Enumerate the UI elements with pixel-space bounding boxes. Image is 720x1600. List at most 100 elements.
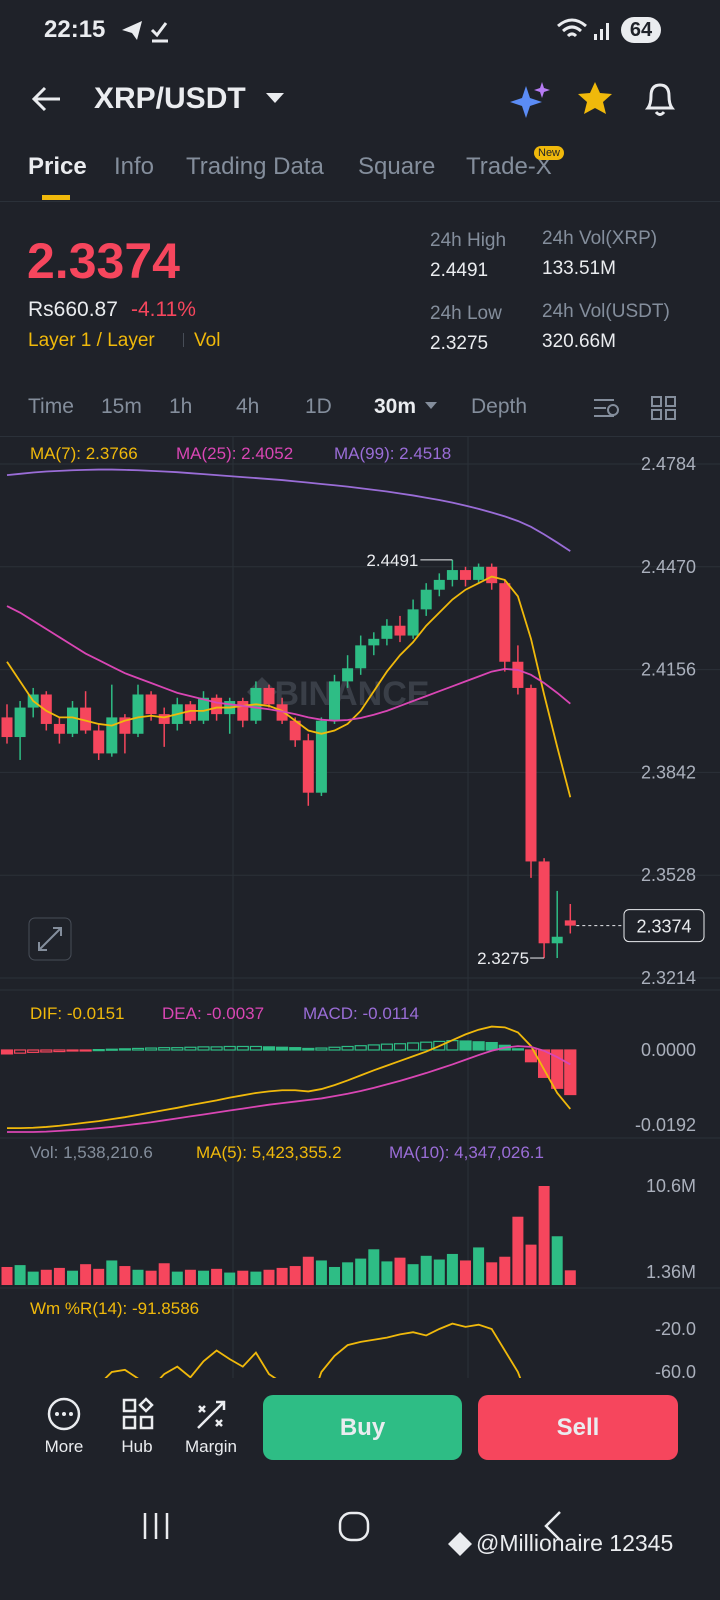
vol-label: Vol: 1,538,210.6 xyxy=(30,1143,153,1162)
candle-body xyxy=(302,740,314,793)
candle-body xyxy=(106,717,118,754)
alert-bell[interactable] xyxy=(642,80,678,118)
candle-body xyxy=(486,566,498,584)
macd-bar xyxy=(485,1041,498,1051)
tab[interactable]: Trading Data xyxy=(186,153,324,180)
macd-bar xyxy=(118,1048,132,1051)
volume-bar xyxy=(67,1270,78,1285)
y-tick-label: 10.6M xyxy=(646,1176,696,1196)
expand-button[interactable] xyxy=(28,917,72,961)
last-price: 2.3374 xyxy=(27,233,180,289)
ma-label: MA(25): 2.4052 xyxy=(176,444,293,463)
candle-body xyxy=(263,687,275,705)
interval[interactable]: 15m xyxy=(101,395,142,418)
candle-body xyxy=(355,645,367,669)
y-tick-label: -0.0192 xyxy=(635,1115,696,1135)
macd-bar xyxy=(407,1042,420,1051)
stat-value: 2.4491 xyxy=(430,260,489,281)
interval[interactable]: 1h xyxy=(169,395,193,418)
stat-value: 133.51M xyxy=(542,258,616,279)
candle-body xyxy=(53,723,65,734)
volume-bar xyxy=(27,1271,39,1285)
volume-bar xyxy=(184,1269,196,1285)
candle-body xyxy=(525,687,537,862)
volume-bar xyxy=(329,1266,340,1285)
candle-body xyxy=(211,697,223,715)
macd-bar xyxy=(354,1045,367,1051)
stat-label: 24h High xyxy=(430,230,507,251)
back-button[interactable] xyxy=(30,84,64,114)
y-tick-label: 0.0000 xyxy=(641,1040,696,1060)
tab[interactable]: Square xyxy=(358,153,436,180)
candle-body xyxy=(67,707,78,734)
macd-bar xyxy=(289,1047,302,1051)
signal-icons xyxy=(557,18,609,40)
candle-body xyxy=(342,668,354,682)
tool-label[interactable]: Margin xyxy=(185,1437,237,1456)
tab-active[interactable]: Price xyxy=(28,153,87,180)
buy-button[interactable]: Buy xyxy=(263,1395,462,1460)
candle-body xyxy=(538,861,550,944)
sell-button[interactable]: Sell xyxy=(478,1395,678,1460)
macd-bar xyxy=(145,1047,158,1051)
volume-bar xyxy=(538,1186,550,1285)
macd-bar xyxy=(79,1049,92,1052)
tool-label[interactable]: More xyxy=(44,1437,84,1456)
pair-title[interactable]: XRP/USDT xyxy=(94,82,246,115)
panel: -20.0 xyxy=(655,1319,696,1339)
macd-bar xyxy=(223,1045,236,1051)
nav-bar[interactable] xyxy=(140,1508,570,1544)
chart-settings-icons[interactable] xyxy=(592,394,682,422)
candle-body xyxy=(315,720,327,793)
ai-icon[interactable] xyxy=(510,80,552,120)
volume-bar xyxy=(132,1269,144,1285)
y-tick-label: 2.4784 xyxy=(641,454,696,474)
candle-body xyxy=(446,570,458,580)
status-icons xyxy=(122,21,168,43)
interval[interactable]: 4h xyxy=(236,395,260,418)
price-change: -4.11% xyxy=(131,298,196,321)
interval-active[interactable]: 30m xyxy=(374,395,417,418)
high-marker: 2.4491 xyxy=(366,551,418,570)
macd-bar xyxy=(249,1045,262,1051)
pair-dropdown[interactable] xyxy=(264,90,286,106)
last-price-box xyxy=(623,909,705,943)
new-badge: New xyxy=(534,146,565,160)
interval[interactable]: Depth xyxy=(471,395,528,418)
favorite-star[interactable] xyxy=(576,80,614,116)
vol-label: MA(5): 5,423,355.2 xyxy=(196,1143,342,1162)
candle-body xyxy=(394,625,406,636)
panel xyxy=(0,1025,577,1133)
candle-body xyxy=(289,720,301,741)
tag[interactable]: Layer 1 / Layer xyxy=(28,330,155,351)
volume-bar xyxy=(381,1261,393,1285)
interval-dropdown[interactable] xyxy=(424,401,438,411)
volume-bar xyxy=(525,1244,537,1285)
tag[interactable]: Vol xyxy=(194,330,221,351)
tab[interactable]: Info xyxy=(114,153,155,180)
ma-line xyxy=(6,468,571,552)
candle-body xyxy=(1,717,13,738)
volume-bar xyxy=(145,1270,157,1285)
volume-bar xyxy=(355,1258,367,1285)
volume-bar xyxy=(106,1260,118,1285)
low-marker: 2.3275 xyxy=(477,949,529,968)
volume-bar xyxy=(446,1253,458,1285)
interval[interactable]: Time xyxy=(28,395,74,418)
macd-bar xyxy=(158,1047,171,1051)
volume-bar xyxy=(263,1269,275,1285)
tool-icons[interactable] xyxy=(46,1396,246,1432)
volume-bar xyxy=(564,1270,576,1285)
tool-label[interactable]: Hub xyxy=(121,1437,153,1456)
panel xyxy=(1,468,576,959)
macd-bar xyxy=(262,1046,276,1051)
macd-bar xyxy=(420,1041,433,1051)
panel xyxy=(1,1186,576,1285)
macd-bar xyxy=(302,1047,315,1051)
macd-bar xyxy=(14,1049,27,1054)
interval[interactable]: 1D xyxy=(305,395,332,418)
candle-body xyxy=(473,566,485,580)
candle-body xyxy=(368,638,380,646)
macd-bar xyxy=(27,1049,40,1053)
macd-label: MACD: -0.0114 xyxy=(303,1004,419,1023)
